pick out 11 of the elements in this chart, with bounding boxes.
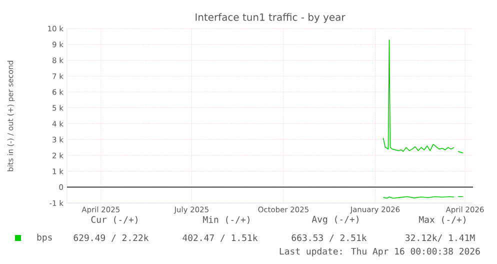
legend-label: bps <box>37 234 52 242</box>
text: Min (-/+) <box>203 216 250 224</box>
text: Last update: Thu Apr 16 00:00:38 2026 <box>280 248 480 256</box>
chart-title: Interface tun1 traffic - by year <box>196 13 346 23</box>
text: 32.12k/ 1.41M <box>406 234 475 242</box>
text: Max (-/+) <box>419 216 466 224</box>
text: 402.47 / 1.51k <box>182 234 258 242</box>
text: 629.49 / 2.22k <box>74 234 149 242</box>
text: 663.53 / 2.51k <box>292 234 367 242</box>
text: Avg (-/+) <box>312 216 358 224</box>
text: Cur (-/+) <box>91 216 138 224</box>
